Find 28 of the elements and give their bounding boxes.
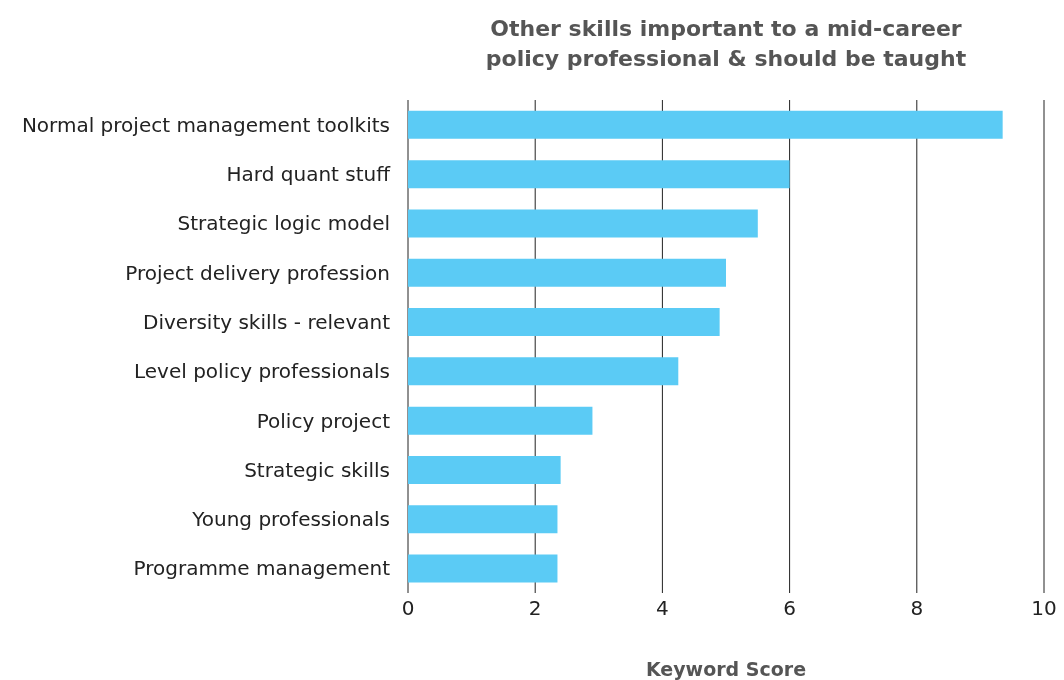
y-tick-label: Strategic logic model (177, 211, 390, 236)
chart-title: Other skills important to a mid-career policy professional & should be taught (484, 15, 968, 73)
y-tick-label: Hard quant stuff (226, 162, 392, 187)
bar (408, 357, 679, 386)
bar (408, 455, 561, 484)
bar (408, 554, 558, 583)
y-tick-label: Young professionals (191, 507, 390, 532)
x-tick-label: 10 (1031, 596, 1057, 621)
y-tick-label: Normal project management toolkits (21, 112, 390, 137)
y-tick-label: Diversity skills - relevant (143, 309, 391, 334)
x-tick-label: 6 (783, 596, 796, 621)
x-tick-label: 0 (401, 596, 415, 621)
y-tick-label: Level policy professionals (134, 359, 390, 384)
y-tick-label: Strategic skills (244, 457, 390, 482)
x-axis-title: Keyword Score (644, 658, 808, 680)
x-tick-label: 8 (910, 596, 924, 621)
bar (408, 209, 758, 238)
bar (408, 110, 1003, 139)
x-tick-label: 2 (528, 596, 542, 621)
bar (408, 258, 726, 287)
y-tick-label: Programme management (133, 556, 391, 581)
bar (408, 505, 558, 534)
y-tick-label: Project delivery profession (125, 260, 390, 285)
bar (408, 406, 593, 435)
bar (408, 308, 720, 337)
x-tick-label: 4 (656, 596, 669, 621)
y-tick-label: Policy project (256, 408, 391, 433)
bar (408, 160, 790, 189)
